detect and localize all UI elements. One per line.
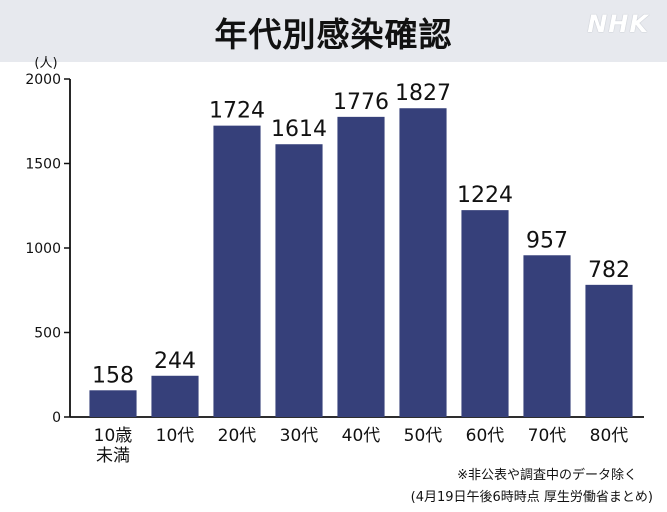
source-note: (4月19日午後6時時点 厚生労働省まとめ) [410,490,653,505]
bar [523,255,571,417]
bar [89,390,137,417]
x-tick-label: 70代 [528,426,567,446]
bar [461,210,509,417]
y-tick-label: 2000 [25,72,61,88]
x-tick-label: 未満 [96,446,130,466]
nhk-logo: NHK [587,10,649,38]
bar [151,375,199,417]
bar-value-label: 244 [154,349,196,374]
y-tick-label: 500 [34,326,61,342]
x-tick-label: 50代 [404,426,443,446]
y-tick-label: 0 [52,410,61,426]
y-tick-label: 1000 [25,241,61,257]
x-tick-label: 60代 [466,426,505,446]
chart-title: 年代別感染確認 [214,15,453,54]
bar-value-label: 782 [588,258,630,283]
footnote: ※非公表や調査中のデータ除く [457,468,637,483]
bar-value-label: 1614 [271,117,327,142]
bar [399,108,447,417]
x-tick-label: 80代 [590,426,629,446]
x-tick-label: 10代 [156,426,195,446]
bar [213,125,261,418]
bar-value-label: 1776 [333,90,389,115]
y-axis-unit-label: (人) [34,56,57,71]
x-tick-label: 20代 [218,426,257,446]
bar-value-label: 158 [92,363,134,388]
x-tick-label: 10歳 [94,426,133,446]
bar [337,116,385,417]
bar-value-label: 1724 [209,99,265,124]
x-tick-label: 30代 [280,426,319,446]
bar [585,284,633,417]
bar-value-label: 1224 [457,183,513,208]
y-tick-label: 1500 [25,157,61,173]
bar-value-label: 957 [526,228,568,253]
bar [275,144,323,417]
title-bar: 年代別感染確認 NHK [0,0,667,62]
x-tick-label: 40代 [342,426,381,446]
bar-value-label: 1827 [395,81,451,106]
